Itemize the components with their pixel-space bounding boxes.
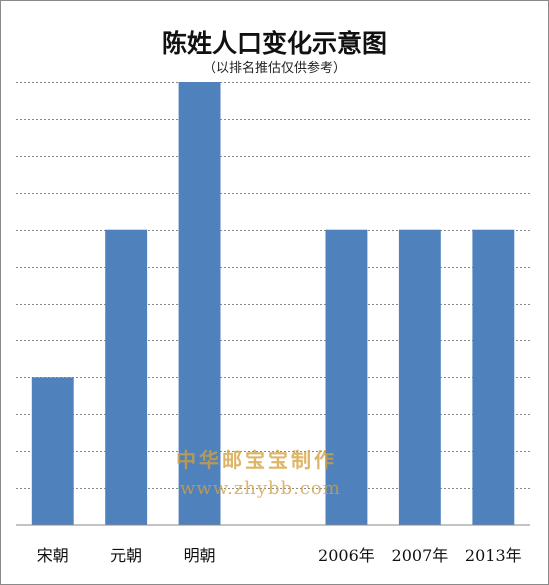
- category-label: 元朝: [110, 546, 142, 565]
- bar: [31, 377, 74, 525]
- watermark-text: 中华邮宝宝制作: [176, 448, 337, 472]
- category-labels: 宋朝 元朝 明朝 2006年 2007年 2013年: [37, 546, 522, 565]
- bar: [472, 229, 515, 525]
- grid-lines: [16, 82, 530, 489]
- category-label: 明朝: [184, 546, 216, 565]
- watermark-url: www.zhybb.com: [180, 478, 341, 499]
- category-label: 2013年: [465, 546, 522, 565]
- category-label: 2007年: [392, 546, 449, 565]
- category-label: 2006年: [318, 546, 375, 565]
- category-label: 宋朝: [37, 546, 69, 565]
- bar: [178, 82, 221, 525]
- bar: [105, 229, 148, 525]
- chart-subtitle: （以排名推估仅供参考）: [202, 61, 346, 76]
- bar: [398, 229, 441, 525]
- bar: [325, 229, 368, 525]
- chart-title: 陈姓人口变化示意图: [161, 29, 387, 58]
- bars: [31, 82, 515, 525]
